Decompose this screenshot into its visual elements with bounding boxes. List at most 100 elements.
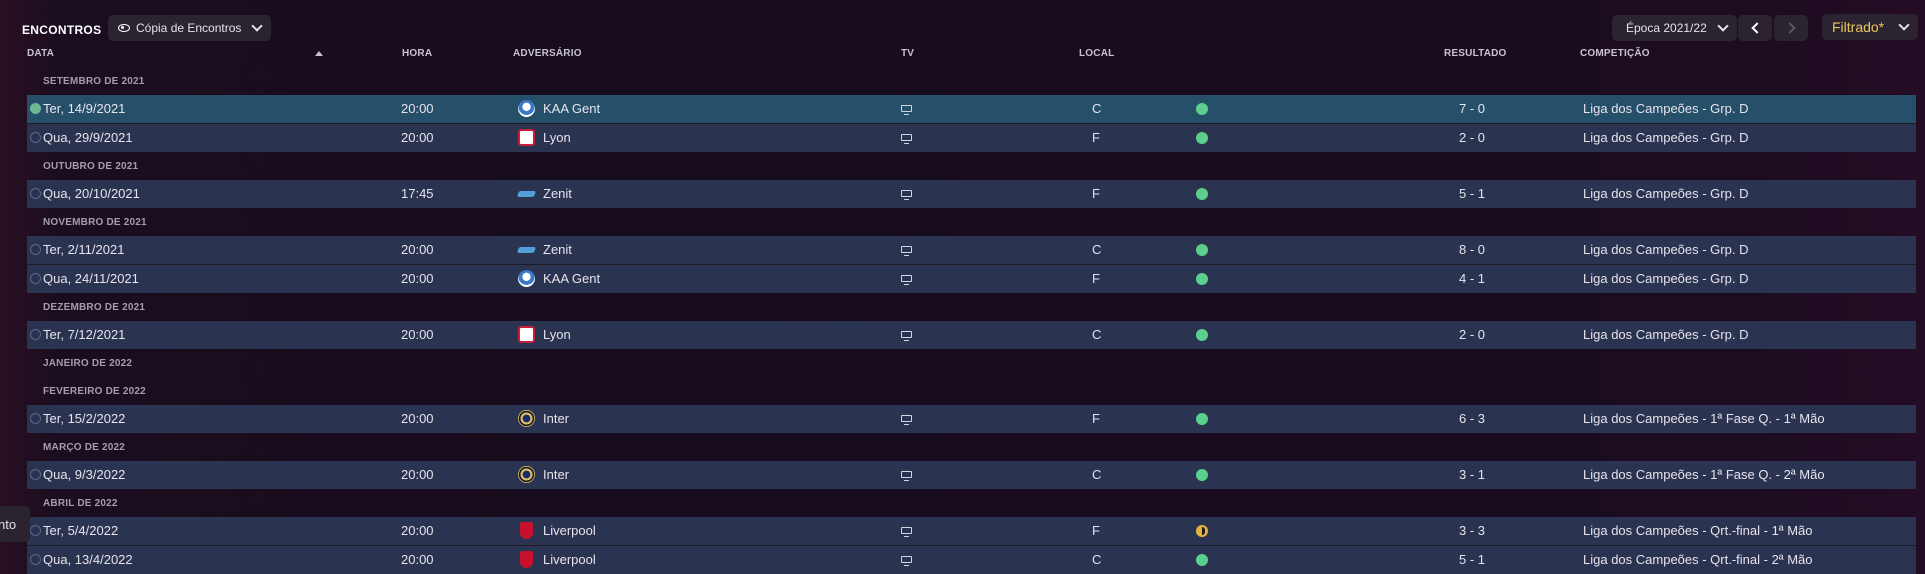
season-selector[interactable]: Época 2021/22 [1612, 15, 1737, 41]
fixture-row[interactable]: Qua, 29/9/2021 20:00 Lyon F 2 - 0 Liga d… [27, 123, 1916, 152]
fixture-row[interactable]: Qua, 24/11/2021 20:00 KAA Gent F 4 - 1 L… [27, 264, 1916, 293]
fixture-competition[interactable]: Liga dos Campeões - 1ª Fase Q. - 1ª Mão [1583, 411, 1825, 426]
fixture-date: Qua, 29/9/2021 [43, 130, 133, 145]
fixture-venue: F [1092, 523, 1100, 538]
column-header-date[interactable]: DATA [27, 48, 55, 59]
lyon-badge-icon [518, 129, 535, 146]
fixture-result[interactable]: 5 - 1 [1459, 186, 1486, 201]
filter-button[interactable]: Filtrado* [1822, 14, 1918, 40]
fixture-row[interactable]: Qua, 20/10/2021 17:45 Zenit F 5 - 1 Liga… [27, 180, 1916, 208]
previous-season-button[interactable] [1738, 15, 1772, 41]
fixture-competition[interactable]: Liga dos Campeões - Grp. D [1583, 101, 1749, 116]
check-icon[interactable] [30, 103, 41, 114]
fixture-competition[interactable]: Liga dos Campeões - Grp. D [1583, 186, 1749, 201]
month-header: FEVEREIRO DE 2022 [43, 386, 146, 397]
column-header-result[interactable]: RESULTADO [1444, 48, 1507, 59]
fixture-opponent[interactable]: Zenit [543, 186, 572, 201]
fixture-result[interactable]: 5 - 1 [1459, 552, 1486, 567]
tv-icon [901, 246, 912, 256]
fixture-opponent[interactable]: Zenit [543, 242, 572, 257]
fixture-result[interactable]: 3 - 1 [1459, 467, 1486, 482]
check-icon[interactable] [30, 469, 41, 480]
win-indicator-icon [1196, 132, 1208, 144]
check-icon[interactable] [30, 188, 41, 199]
filter-label: Filtrado* [1832, 19, 1885, 35]
draw-indicator-icon [1196, 525, 1208, 537]
month-header: MARÇO DE 2022 [43, 442, 126, 453]
fixture-competition[interactable]: Liga dos Campeões - Qrt.-final - 1ª Mão [1583, 523, 1813, 538]
fixture-row[interactable]: Ter, 5/4/2022 20:00 Liverpool F 3 - 3 Li… [27, 517, 1916, 545]
fixture-opponent[interactable]: Lyon [543, 130, 571, 145]
fixture-row[interactable]: Ter, 14/9/2021 20:00 KAA Gent C 7 - 0 Li… [27, 95, 1916, 123]
fixture-result[interactable]: 2 - 0 [1459, 327, 1486, 342]
chevron-down-icon [251, 20, 263, 32]
fixture-competition[interactable]: Liga dos Campeões - Grp. D [1583, 271, 1749, 286]
column-header-tv[interactable]: TV [901, 48, 915, 59]
fixture-opponent[interactable]: Inter [543, 467, 570, 482]
check-icon[interactable] [30, 554, 41, 565]
fixture-result[interactable]: 4 - 1 [1459, 271, 1486, 286]
column-header-competition[interactable]: COMPETIÇÃO [1580, 48, 1650, 59]
zenit-badge-icon [518, 185, 535, 202]
inter-badge-icon [518, 410, 535, 427]
check-icon[interactable] [30, 132, 41, 143]
fixture-result[interactable]: 2 - 0 [1459, 130, 1486, 145]
check-icon[interactable] [30, 273, 41, 284]
fixture-time: 20:00 [401, 271, 434, 286]
fixture-date: Qua, 20/10/2021 [43, 186, 140, 201]
month-header: JANEIRO DE 2022 [43, 358, 133, 369]
check-icon[interactable] [30, 329, 41, 340]
fixture-row[interactable]: Qua, 13/4/2022 20:00 Liverpool C 5 - 1 L… [27, 545, 1916, 574]
check-icon[interactable] [30, 244, 41, 255]
fixture-row[interactable]: Ter, 2/11/2021 20:00 Zenit C 8 - 0 Liga … [27, 236, 1916, 264]
view-selector[interactable]: Cópia de Encontros [108, 15, 271, 41]
season-label: Época 2021/22 [1626, 21, 1707, 35]
fixture-opponent[interactable]: Inter [543, 411, 570, 426]
fixture-competition[interactable]: Liga dos Campeões - Grp. D [1583, 130, 1749, 145]
fixture-venue: C [1092, 101, 1102, 116]
zenit-badge-icon [518, 241, 535, 258]
win-indicator-icon [1196, 103, 1208, 115]
column-header-opponent[interactable]: ADVERSÁRIO [513, 48, 582, 59]
fixture-competition[interactable]: Liga dos Campeões - 1ª Fase Q. - 2ª Mão [1583, 467, 1825, 482]
eye-icon [118, 24, 130, 32]
fixture-row[interactable]: Ter, 15/2/2022 20:00 Inter F 6 - 3 Liga … [27, 405, 1916, 433]
fixture-result[interactable]: 8 - 0 [1459, 242, 1486, 257]
win-indicator-icon [1196, 244, 1208, 256]
fixture-result[interactable]: 7 - 0 [1459, 101, 1486, 116]
column-header-venue[interactable]: LOCAL [1079, 48, 1115, 59]
page-title: ENCONTROS [22, 23, 102, 37]
fixture-date: Ter, 15/2/2022 [43, 411, 126, 426]
inter-badge-icon [518, 466, 535, 483]
fixture-time: 20:00 [401, 101, 434, 116]
fixture-opponent[interactable]: KAA Gent [543, 101, 601, 116]
side-tab-label: nto [0, 516, 17, 532]
fixture-opponent[interactable]: Liverpool [543, 523, 596, 538]
fixture-time: 20:00 [401, 552, 434, 567]
side-tab[interactable]: nto [0, 506, 30, 542]
fixture-competition[interactable]: Liga dos Campeões - Grp. D [1583, 327, 1749, 342]
check-icon[interactable] [30, 413, 41, 424]
fixture-row[interactable]: Ter, 7/12/2021 20:00 Lyon C 2 - 0 Liga d… [27, 321, 1916, 349]
fixture-date: Ter, 7/12/2021 [43, 327, 126, 342]
fixture-result[interactable]: 3 - 3 [1459, 523, 1486, 538]
fixture-date: Qua, 9/3/2022 [43, 467, 126, 482]
fixture-row[interactable]: Qua, 9/3/2022 20:00 Inter C 3 - 1 Liga d… [27, 461, 1916, 489]
liverpool-badge-icon [520, 551, 533, 568]
fixture-opponent[interactable]: Lyon [543, 327, 571, 342]
tv-icon [901, 134, 912, 144]
column-header-time[interactable]: HORA [402, 48, 433, 59]
fixture-time: 20:00 [401, 242, 434, 257]
fixture-venue: F [1092, 186, 1100, 201]
chevron-right-icon [1783, 22, 1796, 34]
next-season-button [1774, 15, 1808, 41]
fixture-result[interactable]: 6 - 3 [1459, 411, 1486, 426]
fixture-competition[interactable]: Liga dos Campeões - Qrt.-final - 2ª Mão [1583, 552, 1813, 567]
check-icon[interactable] [30, 525, 41, 536]
fixtures-list: SETEMBRO DE 2021 Ter, 14/9/2021 20:00 KA… [27, 67, 1916, 574]
fixture-competition[interactable]: Liga dos Campeões - Grp. D [1583, 242, 1749, 257]
fixture-opponent[interactable]: Liverpool [543, 552, 596, 567]
chevron-down-icon [1898, 19, 1910, 31]
fixture-opponent[interactable]: KAA Gent [543, 271, 601, 286]
fixture-date: Ter, 2/11/2021 [43, 242, 125, 257]
